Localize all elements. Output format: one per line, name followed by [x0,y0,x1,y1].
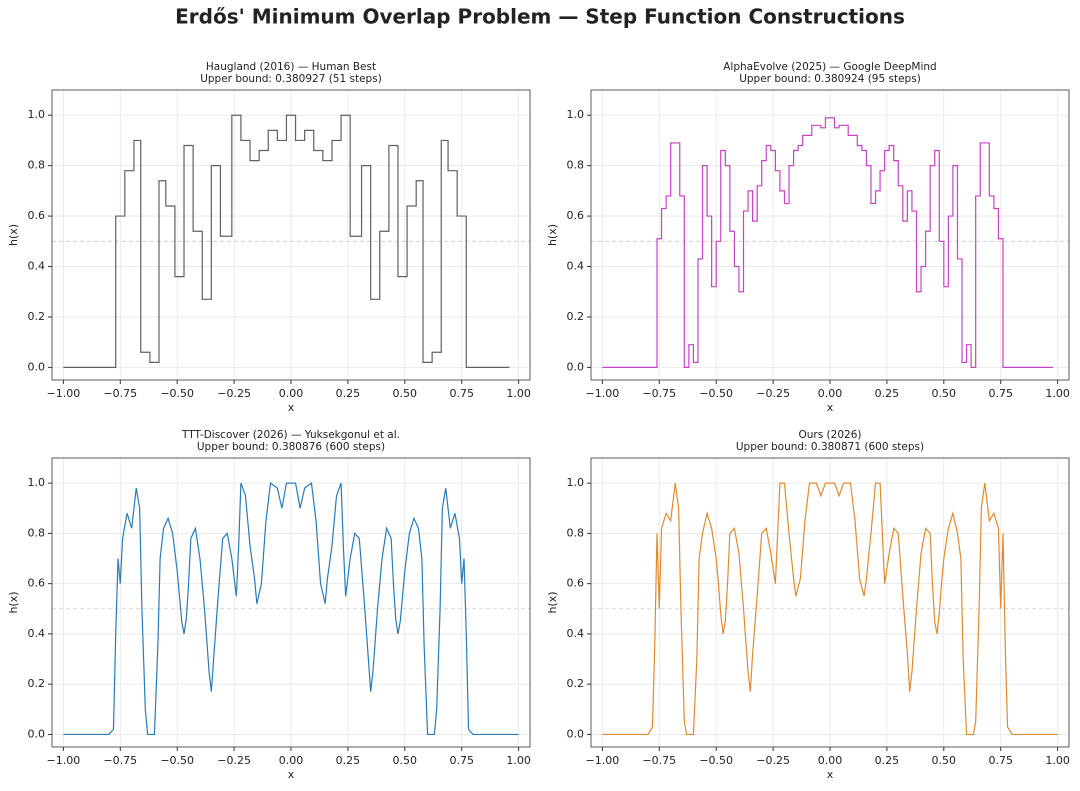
x-tick-label: −0.50 [160,754,194,767]
y-tick-label: 0.4 [28,260,46,273]
x-tick-label: −0.50 [699,754,733,767]
x-tick-label: −0.50 [160,387,194,400]
data-line [63,482,519,736]
subplot-title: TTT-Discover (2026) — Yuksekgonul et al. [181,429,400,441]
x-tick-label: 0.75 [449,387,474,400]
subplot-subtitle: Upper bound: 0.380876 (600 steps) [197,441,385,453]
figure-title: Erdős' Minimum Overlap Problem — Step Fu… [175,5,905,29]
x-tick-label: 0.25 [875,387,900,400]
axes-frame [51,457,531,748]
subplot-title: AlphaEvolve (2025) — Google DeepMind [723,61,936,73]
y-tick-label: 0.2 [567,677,585,690]
y-tick-label: 0.0 [28,360,46,373]
x-tick-label: 1.00 [506,754,531,767]
data-line [602,117,1054,368]
subplot-subtitle: Upper bound: 0.380927 (51 steps) [200,73,382,85]
x-tick-label: −1.00 [47,754,81,767]
x-tick-label: 0.00 [279,754,304,767]
subplot-subtitle: Upper bound: 0.380924 (95 steps) [739,73,921,85]
x-tick-label: −0.25 [756,754,790,767]
x-tick-label: −1.00 [47,387,81,400]
y-tick-label: 0.8 [567,159,585,172]
axes-frame [590,89,1070,381]
x-tick-label: −1.00 [586,754,620,767]
y-tick-label: 0.8 [28,526,46,539]
x-tick-label: 0.00 [818,387,843,400]
x-tick-label: −0.75 [642,754,676,767]
y-tick-label: 0.2 [567,310,585,323]
x-tick-label: 1.00 [506,387,531,400]
y-tick-label: 1.0 [567,108,585,121]
x-tick-label: −0.75 [103,387,137,400]
y-tick-label: 0.8 [567,526,585,539]
x-axis-label: x [288,768,295,781]
x-tick-label: 0.75 [988,387,1013,400]
y-tick-label: 0.0 [567,360,585,373]
y-tick-label: 0.2 [28,677,46,690]
x-tick-label: 0.50 [932,387,957,400]
x-tick-label: −0.25 [756,387,790,400]
y-tick-label: 0.6 [567,577,585,590]
y-tick-label: 0.2 [28,310,46,323]
data-line [602,482,1058,736]
x-tick-label: 0.00 [279,387,304,400]
x-tick-label: 1.00 [1045,754,1070,767]
x-tick-label: 0.25 [336,387,361,400]
x-tick-label: 0.00 [818,754,843,767]
y-tick-label: 0.6 [28,209,46,222]
x-tick-label: 0.25 [336,754,361,767]
x-tick-label: 0.50 [393,754,418,767]
data-line [63,114,510,368]
y-tick-label: 0.0 [28,727,46,740]
x-tick-label: 0.50 [393,387,418,400]
y-tick-label: 0.4 [28,627,46,640]
x-tick-label: 0.50 [932,754,957,767]
y-tick-label: 1.0 [28,108,46,121]
x-tick-label: −0.50 [699,387,733,400]
x-tick-label: 0.75 [988,754,1013,767]
y-axis-label: h(x) [7,591,20,613]
x-tick-label: −0.75 [103,754,137,767]
y-axis-label: h(x) [546,591,559,613]
x-tick-label: −0.25 [217,754,251,767]
x-tick-label: 0.75 [449,754,474,767]
y-axis-label: h(x) [7,224,20,246]
x-tick-label: 0.25 [875,754,900,767]
x-tick-label: −1.00 [586,387,620,400]
y-axis-label: h(x) [546,224,559,246]
axes-frame [590,457,1070,748]
y-tick-label: 1.0 [28,476,46,489]
y-tick-label: 0.6 [28,577,46,590]
y-tick-label: 0.6 [567,209,585,222]
y-tick-label: 0.8 [28,159,46,172]
subplot-title: Ours (2026) [799,429,862,441]
subplot-subtitle: Upper bound: 0.380871 (600 steps) [736,441,924,453]
y-tick-label: 0.0 [567,727,585,740]
y-tick-label: 1.0 [567,476,585,489]
x-axis-label: x [827,401,834,414]
x-tick-label: 1.00 [1045,387,1070,400]
axes-frame [51,89,531,381]
subplot-title: Haugland (2016) — Human Best [206,61,376,73]
x-axis-label: x [827,768,834,781]
x-tick-label: −0.25 [217,387,251,400]
x-tick-label: −0.75 [642,387,676,400]
x-axis-label: x [288,401,295,414]
y-tick-label: 0.4 [567,627,585,640]
y-tick-label: 0.4 [567,260,585,273]
